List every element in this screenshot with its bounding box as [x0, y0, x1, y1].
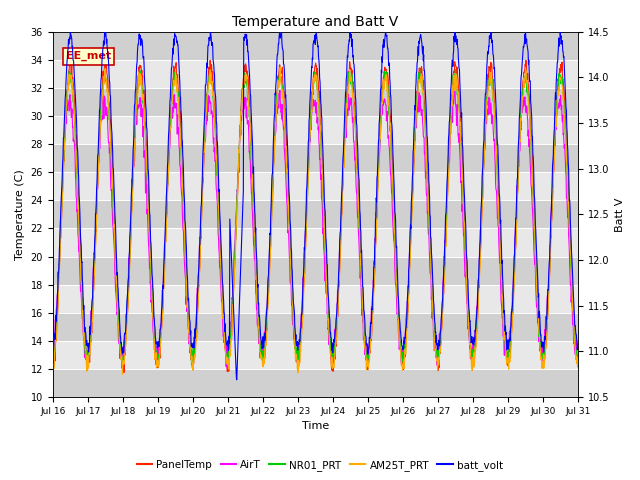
Bar — [52, 60, 578, 88]
Title: Temperature and Batt V: Temperature and Batt V — [232, 15, 399, 29]
Bar — [52, 32, 578, 60]
Y-axis label: Batt V: Batt V — [615, 197, 625, 231]
Bar — [52, 313, 578, 341]
Bar — [52, 172, 578, 200]
Bar — [52, 144, 578, 172]
Legend: PanelTemp, AirT, NR01_PRT, AM25T_PRT, batt_volt: PanelTemp, AirT, NR01_PRT, AM25T_PRT, ba… — [132, 456, 508, 475]
Text: EE_met: EE_met — [66, 51, 111, 61]
Y-axis label: Temperature (C): Temperature (C) — [15, 169, 25, 260]
Bar — [52, 369, 578, 397]
Bar — [52, 88, 578, 116]
Bar — [52, 200, 578, 228]
Bar — [52, 341, 578, 369]
Bar — [52, 116, 578, 144]
Bar — [52, 285, 578, 313]
Bar — [52, 256, 578, 285]
Bar — [52, 228, 578, 256]
X-axis label: Time: Time — [302, 421, 329, 432]
